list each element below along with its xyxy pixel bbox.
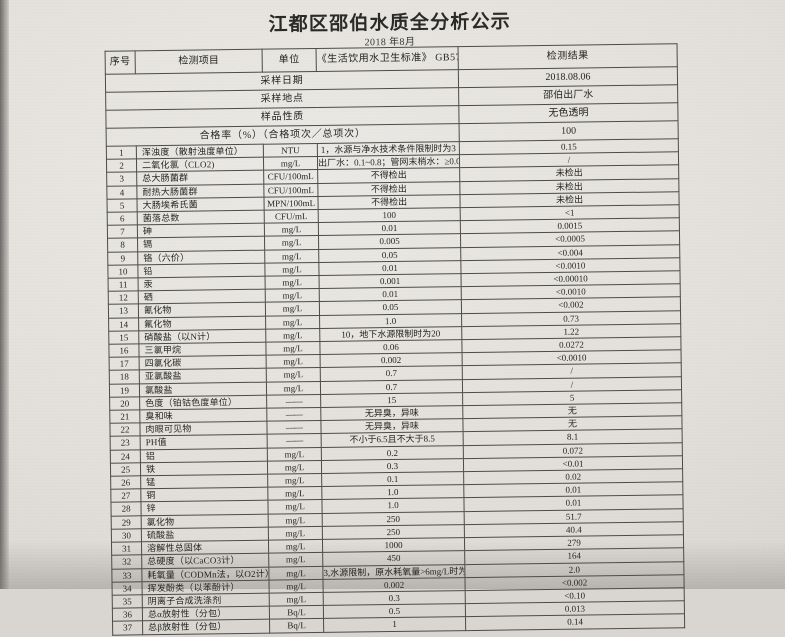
cell-no: 23 [110, 436, 141, 450]
cell-no: 34 [112, 581, 143, 596]
cell-no: 4 [106, 185, 137, 200]
cell-no: 16 [108, 343, 140, 358]
cell-no: 8 [107, 238, 138, 252]
cell-unit: CFU/100mL [263, 183, 318, 197]
cell-unit: —— [266, 420, 322, 435]
cell-unit: mg/L [264, 222, 319, 237]
scanned-paper-background [0, 0, 785, 589]
cell-unit: mg/L [267, 473, 322, 488]
cell-no: 33 [111, 568, 143, 582]
cell-unit: mg/L [264, 235, 319, 250]
cell-unit: NTU [263, 143, 318, 158]
cell-unit: mg/L [268, 579, 324, 594]
cell-standard: 3,水源限制，原水耗氧量>6mg/L时为5 [322, 564, 465, 580]
column-header-unit: 单位 [262, 48, 317, 73]
cell-item: 耗氧量（CODMn法，以O2计） [141, 566, 269, 582]
cell-no: 28 [110, 502, 142, 516]
cell-no: 29 [111, 515, 142, 530]
summary-section: 采样日期 2018.08.06 采样地点 邵伯出厂水 样品性质 无色透明 合格率（%）（合格… [105, 66, 679, 147]
cell-unit: mg/L [269, 592, 324, 607]
cell-no: 12 [108, 291, 139, 305]
cell-item: 总β放射性（分包） [142, 619, 270, 635]
cell-no: 10 [107, 264, 139, 279]
cell-no: 30 [111, 528, 142, 543]
cell-unit: MPN/100mL [263, 196, 319, 211]
cell-unit: mg/L [265, 328, 320, 343]
cell-unit: mg/L [268, 565, 323, 580]
cell-no: 13 [108, 304, 139, 318]
cell-no: 18 [109, 370, 140, 384]
cell-standard: 1 [323, 616, 466, 632]
document-sheet: 江都区邵伯水质全分析公示 2018 年8月 采样日期 2018.08.06 采样地点… [104, 11, 686, 636]
cell-no: 17 [109, 357, 140, 371]
cell-unit: mg/L [264, 262, 320, 277]
cell-no: 26 [110, 475, 141, 490]
cell-unit: Bq/L [269, 605, 324, 620]
water-quality-table: 采样日期 2018.08.06 采样地点 邵伯出厂水 样品性质 无色透明 合格率（%）（合格… [104, 43, 686, 636]
cell-no: 20 [109, 396, 140, 411]
cell-unit: mg/L [267, 460, 322, 475]
cell-no: 31 [111, 541, 142, 556]
cell-unit: mg/L [266, 381, 321, 396]
cell-unit: Bq/L [269, 618, 324, 633]
cell-no: 15 [108, 330, 139, 345]
cell-no: 32 [111, 555, 142, 569]
cell-unit: —— [266, 394, 321, 409]
cell-unit: CFU/100mL [263, 169, 318, 184]
cell-no: 2 [106, 159, 137, 173]
cell-unit: mg/L [264, 249, 319, 264]
cell-unit: —— [267, 433, 322, 448]
cell-no: 21 [109, 409, 140, 424]
cell-no: 5 [106, 198, 138, 213]
column-header-item: 检测项目 [135, 49, 263, 74]
cell-no: 14 [108, 317, 139, 332]
cell-standard: 1，水源与净水技术条件限制时为3 [317, 141, 460, 157]
cell-unit: mg/L [265, 288, 320, 303]
cell-unit: mg/L [265, 341, 321, 356]
cell-no: 11 [108, 277, 139, 292]
cell-no: 9 [107, 251, 138, 266]
cell-unit: mg/L [268, 539, 323, 554]
cell-no: 25 [110, 462, 141, 477]
cell-no: 24 [110, 449, 141, 464]
cell-unit: mg/L [267, 447, 322, 462]
cell-unit: CFU/mL [264, 209, 319, 224]
cell-unit: mg/L [267, 499, 323, 514]
cell-no: 27 [110, 489, 141, 503]
cell-unit: mg/L [265, 315, 320, 330]
cell-no: 37 [112, 621, 143, 635]
cell-no: 35 [112, 594, 143, 609]
cell-unit: mg/L [263, 156, 318, 171]
table-body: 1 浑浊度（散射浊度单位） NTU 1，水源与净水技术条件限制时为3 0.15 2 二氧化氯… [106, 138, 685, 635]
cell-result: 0.14 [465, 614, 685, 631]
column-header-result: 检测结果 [458, 43, 678, 70]
column-header-standard: 《生活饮用水卫生标准》 GB5749 [316, 46, 459, 72]
cell-no: 22 [109, 423, 141, 437]
cell-no: 36 [112, 607, 143, 622]
cell-no: 6 [107, 211, 138, 226]
cell-no: 19 [109, 383, 140, 398]
cell-unit: mg/L [266, 354, 321, 369]
cell-unit: mg/L [265, 275, 320, 290]
cell-no: 3 [106, 172, 137, 186]
cell-unit: mg/L [266, 367, 321, 382]
cell-no: 1 [106, 145, 137, 160]
cell-no: 7 [107, 225, 138, 239]
cell-standard: 出厂水：0.1~0.8；管网末梢水：≥0.02 [317, 154, 460, 170]
cell-unit: mg/L [268, 526, 323, 541]
cell-unit: mg/L [265, 301, 320, 316]
cell-unit: mg/L [267, 486, 322, 501]
cell-unit: —— [266, 407, 321, 422]
cell-unit: mg/L [268, 513, 323, 528]
cell-unit: mg/L [268, 552, 323, 567]
column-header-no: 序号 [105, 50, 136, 75]
